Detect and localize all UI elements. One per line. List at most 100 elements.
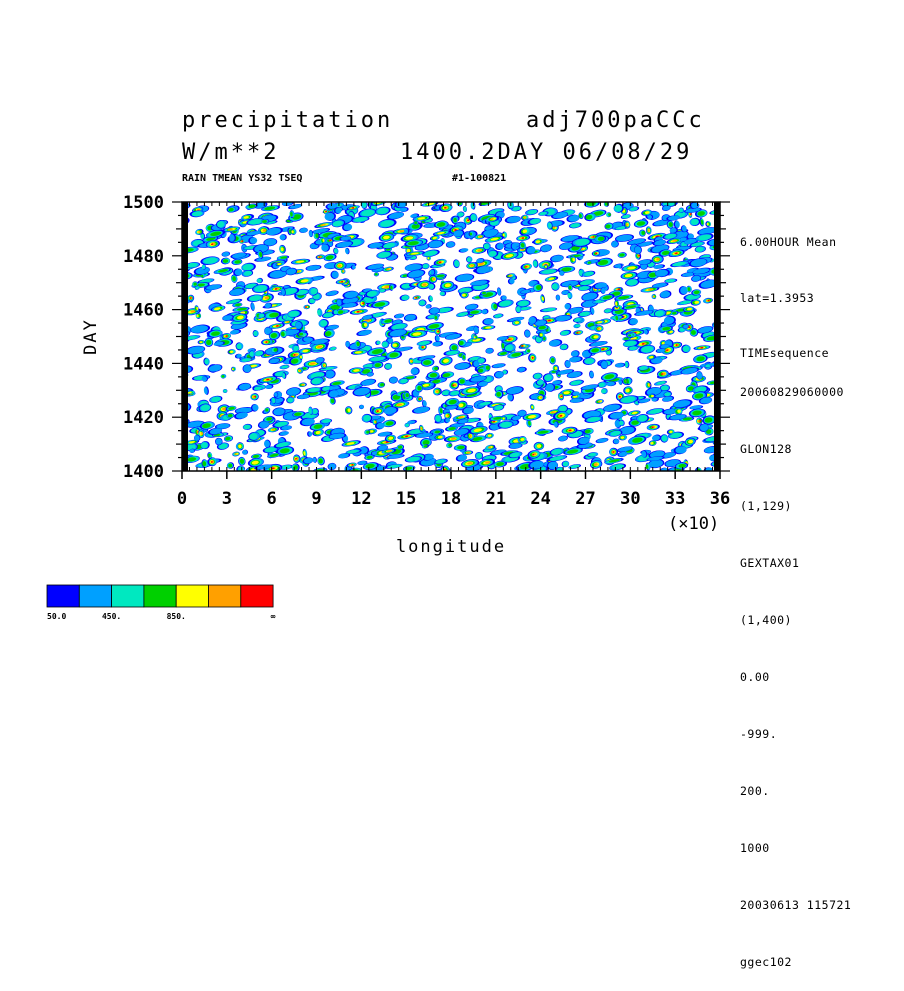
rain-contour: [309, 298, 315, 304]
rain-cell: [231, 259, 243, 265]
rain-contour: [252, 454, 260, 458]
rain-cell: [705, 221, 712, 228]
rain-contour: [434, 366, 439, 370]
rain-cell: [200, 256, 220, 265]
rain-cell: [566, 306, 584, 314]
rain-cell: [469, 435, 487, 443]
rain-cell: [551, 282, 560, 291]
rain-contour: [556, 294, 560, 301]
rain-contour: [691, 218, 699, 225]
rain-cell: [555, 294, 561, 301]
rain-contour: [293, 354, 296, 356]
rain-contour: [697, 211, 705, 216]
rain-contour: [384, 319, 392, 323]
rain-cell: [439, 356, 453, 366]
rain-contour: [598, 259, 609, 266]
rain-cell: [203, 357, 210, 366]
rain-contour: [374, 273, 378, 276]
rain-contour: [264, 296, 270, 300]
side-info-line: -999.: [740, 727, 778, 741]
rain-cell: [462, 205, 467, 213]
rain-contour: [680, 300, 694, 305]
rain-contour: [641, 230, 646, 235]
rain-cell: [408, 357, 415, 365]
rain-contour: [432, 341, 442, 347]
rain-cell: [410, 367, 420, 376]
rain-contour: [384, 363, 391, 369]
rain-cell: [279, 244, 286, 254]
rain-cell: [561, 460, 570, 468]
rain-cell: [485, 347, 494, 354]
rain-cell: [595, 437, 609, 444]
rain-cell: [308, 229, 314, 238]
rain-cell: [693, 345, 711, 351]
rain-cell: [399, 294, 410, 301]
rain-cell: [302, 448, 308, 458]
rain-contour: [405, 376, 415, 380]
rain-cell: [493, 313, 504, 319]
rain-cell: [646, 408, 665, 415]
rain-cell: [197, 339, 205, 345]
rain-cell: [349, 308, 368, 315]
rain-cell: [425, 304, 432, 309]
variable-title: precipitation: [182, 108, 394, 133]
rain-cell: [540, 244, 552, 253]
side-info-line: GEXTAX01: [740, 556, 800, 570]
rain-cell: [676, 299, 695, 306]
rain-cell: [299, 227, 308, 233]
rain-cell: [699, 217, 705, 227]
rain-cell: [538, 268, 559, 275]
rain-contour: [231, 368, 234, 371]
rain-contour: [485, 365, 490, 370]
rain-cell: [386, 212, 405, 220]
rain-cell: [221, 251, 231, 257]
rain-contour: [448, 443, 452, 447]
rain-contour: [222, 251, 230, 257]
rain-cell: [250, 302, 255, 311]
rain-cell: [539, 307, 558, 313]
rain-contour: [469, 356, 480, 362]
rain-cell: [441, 389, 451, 397]
rain-contour: [689, 213, 692, 215]
rain-cell: [647, 459, 665, 469]
rain-contour: [269, 270, 287, 278]
rain-contour: [262, 229, 267, 232]
rain-contour: [560, 344, 568, 350]
rain-cell: [651, 293, 657, 300]
rain-contour: [370, 312, 384, 318]
rain-contour: [234, 260, 241, 264]
rain-cell: [609, 447, 619, 457]
rain-cell: [303, 304, 311, 310]
rain-cell: [207, 364, 223, 373]
rain-cell: [689, 217, 701, 227]
rain-cell: [526, 419, 532, 428]
rain-contour: [500, 351, 507, 355]
rain-cell: [380, 318, 394, 325]
rain-cell: [209, 395, 223, 403]
rain-contour: [196, 314, 199, 318]
rain-cell: [317, 456, 325, 466]
side-info-line: 200.: [740, 784, 770, 798]
experiment-title: adj700paCCc: [526, 108, 705, 133]
side-info-line: ggec102: [740, 955, 792, 969]
rain-contour: [388, 212, 404, 219]
rain-cell: [373, 272, 379, 277]
rain-contour: [441, 390, 449, 396]
rain-contour: [253, 331, 258, 337]
rain-contour: [448, 427, 456, 431]
side-info-line: TIMEsequence: [740, 346, 830, 360]
rain-contour: [236, 353, 242, 358]
rain-cell: [227, 349, 236, 355]
subtitle-right: #1-100821: [452, 173, 507, 184]
precip-field: [182, 202, 720, 471]
rain-cell: [259, 293, 274, 303]
rain-cell: [497, 350, 510, 357]
rain-contour: [563, 391, 570, 395]
rain-cell: [236, 465, 245, 471]
rain-cell: [404, 422, 410, 428]
rain-contour: [477, 249, 482, 252]
rain-cell: [660, 434, 669, 443]
rain-cell: [528, 353, 537, 363]
rain-cell: [490, 302, 498, 311]
side-info-line: 0.00: [740, 670, 770, 684]
